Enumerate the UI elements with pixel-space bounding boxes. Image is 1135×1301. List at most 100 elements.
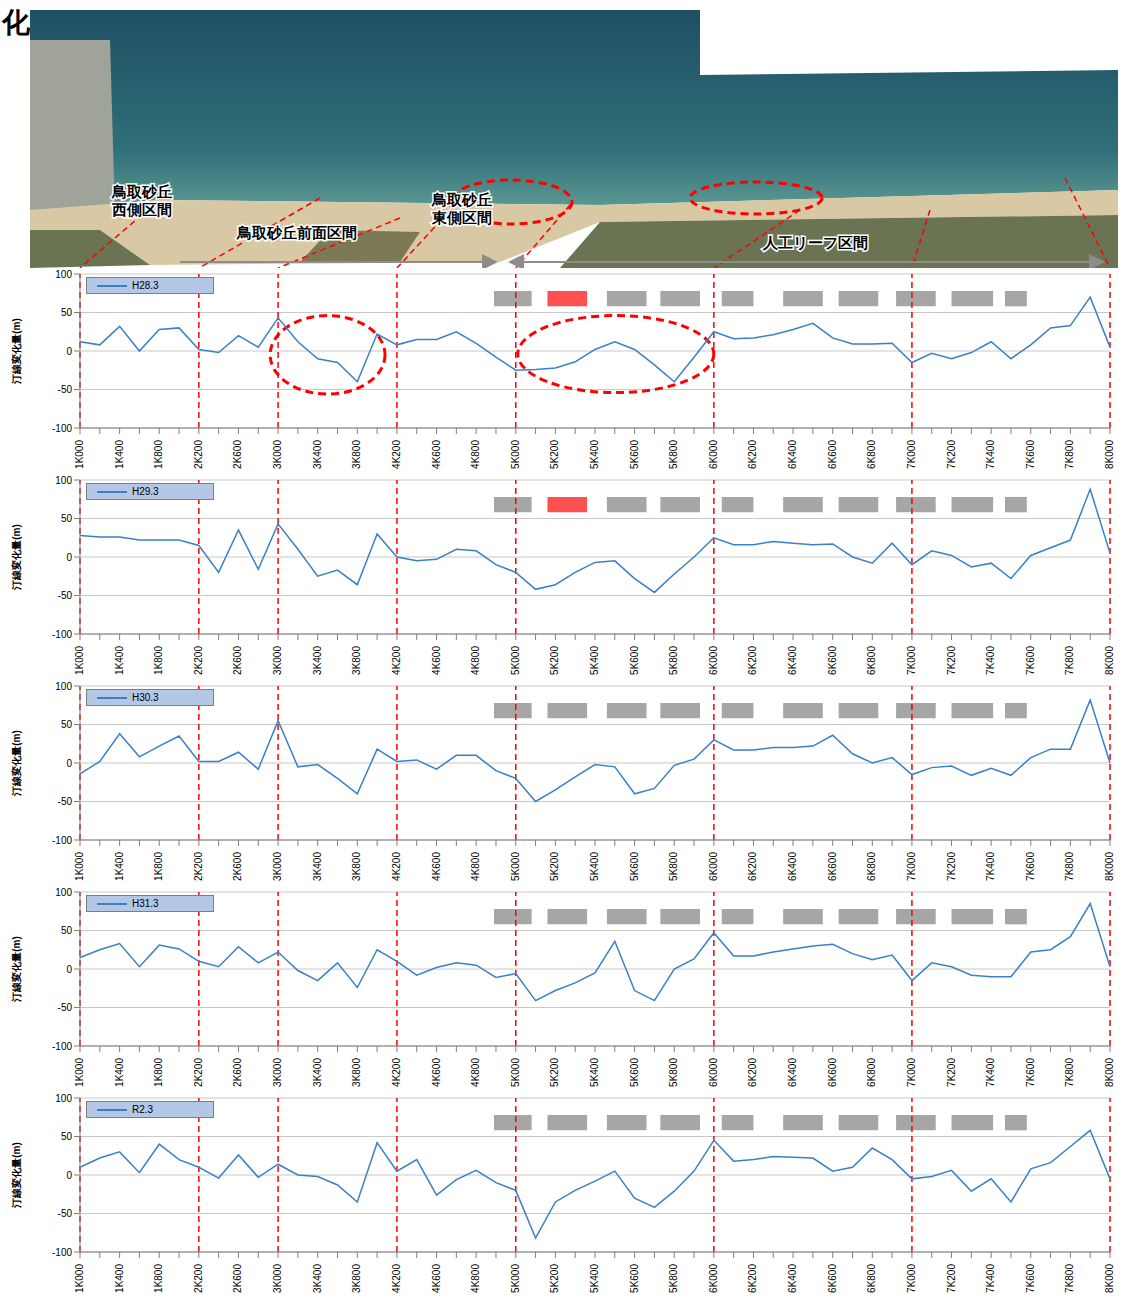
svg-text:2K600: 2K600 — [232, 852, 243, 881]
svg-text:7K200: 7K200 — [946, 1058, 957, 1087]
svg-text:5K000: 5K000 — [510, 1058, 521, 1087]
svg-text:5K000: 5K000 — [510, 852, 521, 881]
svg-text:1K800: 1K800 — [153, 646, 164, 675]
svg-text:2K600: 2K600 — [232, 440, 243, 469]
svg-text:0: 0 — [66, 758, 72, 769]
svg-text:8K000: 8K000 — [1104, 440, 1115, 469]
svg-text:0: 0 — [66, 552, 72, 563]
svg-text:1K400: 1K400 — [114, 852, 125, 881]
svg-text:6K600: 6K600 — [827, 852, 838, 881]
svg-text:7K400: 7K400 — [985, 852, 996, 881]
svg-text:6K400: 6K400 — [787, 646, 798, 675]
svg-text:7K400: 7K400 — [985, 440, 996, 469]
svg-text:-100: -100 — [52, 1247, 72, 1258]
svg-text:100: 100 — [55, 681, 72, 692]
svg-text:1K000: 1K000 — [74, 852, 85, 881]
svg-text:7K400: 7K400 — [985, 646, 996, 675]
svg-text:3K000: 3K000 — [272, 1264, 283, 1293]
svg-text:5K400: 5K400 — [589, 1058, 600, 1087]
svg-text:3K800: 3K800 — [351, 1264, 362, 1293]
svg-text:3K400: 3K400 — [312, 1058, 323, 1087]
svg-text:1K400: 1K400 — [114, 1058, 125, 1087]
svg-text:6K200: 6K200 — [747, 440, 758, 469]
svg-text:1K400: 1K400 — [114, 1264, 125, 1293]
svg-text:1K400: 1K400 — [114, 440, 125, 469]
svg-text:7K800: 7K800 — [1064, 852, 1075, 881]
svg-text:100: 100 — [55, 269, 72, 280]
svg-text:7K600: 7K600 — [1025, 1058, 1036, 1087]
svg-text:2K200: 2K200 — [193, 1058, 204, 1087]
svg-text:汀線変化量(m): 汀線変化量(m) — [11, 524, 22, 591]
svg-text:6K600: 6K600 — [827, 1264, 838, 1293]
svg-text:5K200: 5K200 — [549, 852, 560, 881]
svg-text:7K200: 7K200 — [946, 1264, 957, 1293]
svg-text:6K800: 6K800 — [866, 646, 877, 675]
svg-text:7K800: 7K800 — [1064, 646, 1075, 675]
svg-text:4K200: 4K200 — [391, 646, 402, 675]
svg-text:7K600: 7K600 — [1025, 1264, 1036, 1293]
svg-text:5K800: 5K800 — [668, 1264, 679, 1293]
svg-text:6K800: 6K800 — [866, 1058, 877, 1087]
svg-text:6K400: 6K400 — [787, 852, 798, 881]
svg-text:汀線変化量(m): 汀線変化量(m) — [11, 730, 22, 797]
svg-text:7K200: 7K200 — [946, 852, 957, 881]
svg-text:3K000: 3K000 — [272, 852, 283, 881]
svg-text:6K000: 6K000 — [708, 852, 719, 881]
svg-text:1K000: 1K000 — [74, 440, 85, 469]
svg-text:4K600: 4K600 — [431, 1264, 442, 1293]
svg-text:6K600: 6K600 — [827, 646, 838, 675]
svg-text:2K200: 2K200 — [193, 440, 204, 469]
svg-text:3K800: 3K800 — [351, 440, 362, 469]
svg-text:1K800: 1K800 — [153, 852, 164, 881]
svg-text:3K400: 3K400 — [312, 646, 323, 675]
svg-text:2K200: 2K200 — [193, 646, 204, 675]
svg-text:5K400: 5K400 — [589, 852, 600, 881]
svg-text:1K000: 1K000 — [74, 1058, 85, 1087]
svg-text:5K000: 5K000 — [510, 1264, 521, 1293]
svg-text:5K200: 5K200 — [549, 1264, 560, 1293]
svg-text:4K600: 4K600 — [431, 440, 442, 469]
svg-text:-50: -50 — [58, 1208, 73, 1219]
svg-text:3K400: 3K400 — [312, 440, 323, 469]
svg-text:0: 0 — [66, 346, 72, 357]
svg-text:8K000: 8K000 — [1104, 1058, 1115, 1087]
svg-text:3K800: 3K800 — [351, 852, 362, 881]
svg-text:6K600: 6K600 — [827, 440, 838, 469]
svg-text:6K400: 6K400 — [787, 1058, 798, 1087]
svg-text:6K400: 6K400 — [787, 1264, 798, 1293]
svg-text:3K400: 3K400 — [312, 852, 323, 881]
svg-text:0: 0 — [66, 1170, 72, 1181]
svg-text:6K200: 6K200 — [747, 852, 758, 881]
svg-text:5K600: 5K600 — [629, 646, 640, 675]
svg-text:6K000: 6K000 — [708, 1058, 719, 1087]
svg-text:7K000: 7K000 — [906, 852, 917, 881]
svg-text:50: 50 — [61, 925, 73, 936]
svg-text:100: 100 — [55, 887, 72, 898]
svg-text:7K000: 7K000 — [906, 1264, 917, 1293]
svg-text:-50: -50 — [58, 384, 73, 395]
svg-text:-100: -100 — [52, 835, 72, 846]
svg-text:2K600: 2K600 — [232, 646, 243, 675]
svg-text:8K000: 8K000 — [1104, 1264, 1115, 1293]
svg-text:人工リーフ区間: 人工リーフ区間 — [762, 234, 868, 251]
svg-text:4K800: 4K800 — [470, 852, 481, 881]
svg-text:5K800: 5K800 — [668, 646, 679, 675]
svg-text:汀線変化量(m): 汀線変化量(m) — [11, 1142, 22, 1209]
svg-text:-50: -50 — [58, 796, 73, 807]
svg-text:4K600: 4K600 — [431, 1058, 442, 1087]
svg-text:5K000: 5K000 — [510, 646, 521, 675]
svg-text:5K600: 5K600 — [629, 1264, 640, 1293]
svg-text:7K200: 7K200 — [946, 646, 957, 675]
svg-text:7K600: 7K600 — [1025, 852, 1036, 881]
svg-text:7K000: 7K000 — [906, 1058, 917, 1087]
svg-text:5K600: 5K600 — [629, 852, 640, 881]
svg-text:7K000: 7K000 — [906, 646, 917, 675]
svg-text:6K800: 6K800 — [866, 440, 877, 469]
svg-text:-50: -50 — [58, 590, 73, 601]
svg-text:2K600: 2K600 — [232, 1058, 243, 1087]
svg-text:5K200: 5K200 — [549, 440, 560, 469]
svg-text:50: 50 — [61, 307, 73, 318]
svg-text:鳥取砂丘東側区間: 鳥取砂丘東側区間 — [431, 191, 492, 226]
svg-text:4K800: 4K800 — [470, 1058, 481, 1087]
svg-text:3K800: 3K800 — [351, 646, 362, 675]
